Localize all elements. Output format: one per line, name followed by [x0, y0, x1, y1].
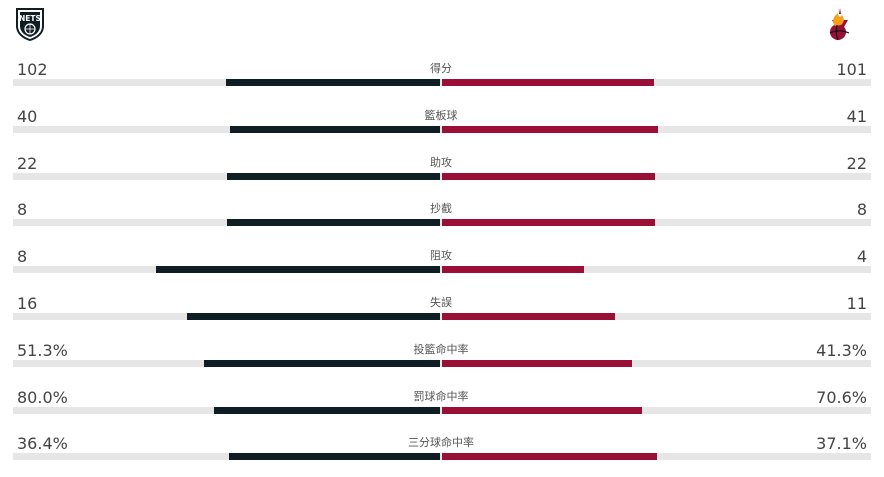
home-stat-value: 51.3%	[17, 340, 68, 360]
stat-category-label: 阻攻	[430, 249, 452, 263]
home-stat-value: 80.0%	[17, 387, 68, 407]
home-stat-value: 40	[17, 106, 38, 126]
home-stat-value: 102	[17, 60, 48, 79]
stat-category-label: 抄截	[430, 202, 452, 216]
away-stat-value: 41	[846, 106, 867, 126]
stat-row: 102 101 得分	[0, 60, 884, 100]
away-stat-bar	[442, 172, 655, 180]
home-stat-bar	[155, 266, 440, 274]
away-stat-bar	[442, 266, 584, 274]
home-stat-bar	[229, 125, 440, 133]
away-stat-value: 37.1%	[816, 434, 867, 454]
away-stat-value: 70.6%	[816, 387, 867, 407]
home-stat-bar	[227, 219, 440, 227]
away-stat-value: 22	[846, 153, 867, 173]
away-stat-value: 41.3%	[816, 340, 867, 360]
home-stat-value: 16	[17, 294, 38, 313]
home-stat-value: 8	[17, 200, 28, 220]
stat-category-label: 失誤	[430, 296, 452, 309]
away-stat-bar	[442, 79, 654, 86]
stat-row: 22 22 助攻	[0, 154, 884, 194]
away-stat-bar	[442, 219, 655, 227]
home-team-logo-icon: NETS	[12, 6, 48, 42]
stat-category-label: 助攻	[430, 155, 452, 169]
stat-row: 51.3% 41.3% 投籃命中率	[0, 341, 884, 381]
away-stat-value: 8	[856, 200, 867, 220]
stat-row: 40 41 籃板球	[0, 107, 884, 147]
away-stat-bar	[442, 125, 658, 133]
stat-row: 36.4% 37.1% 三分球命中率	[0, 434, 884, 474]
stat-row: 8 8 抄截	[0, 200, 884, 240]
away-stat-value: 101	[836, 60, 867, 79]
stat-row: 80.0% 70.6% 罰球命中率	[0, 388, 884, 428]
home-stat-value: 22	[17, 153, 38, 173]
away-stat-bar	[442, 406, 642, 414]
home-stat-bar	[227, 172, 440, 180]
stat-category-label: 罰球命中率	[413, 389, 469, 403]
stat-category-label: 籃板球	[424, 108, 458, 122]
stat-row: 16 11 失誤	[0, 294, 884, 334]
away-stat-bar	[442, 453, 658, 461]
home-stat-value: 36.4%	[17, 434, 68, 454]
home-stat-value: 8	[17, 247, 28, 267]
home-stat-bar	[213, 406, 440, 414]
stat-category-label: 得分	[430, 62, 452, 75]
home-stat-bar	[203, 359, 440, 367]
stat-category-label: 投籃命中率	[413, 342, 469, 356]
away-stat-value: 4	[856, 247, 867, 267]
stat-row: 8 4 阻攻	[0, 247, 884, 287]
stat-category-label: 三分球命中率	[408, 436, 474, 450]
home-stat-bar	[225, 79, 440, 86]
home-stat-bar	[187, 313, 440, 320]
away-stat-bar	[442, 313, 616, 320]
home-logo-text: NETS	[19, 14, 41, 23]
home-stat-bar	[229, 453, 440, 461]
away-stat-bar	[442, 359, 632, 367]
away-team-logo-icon	[822, 6, 858, 42]
away-stat-value: 11	[846, 294, 867, 313]
